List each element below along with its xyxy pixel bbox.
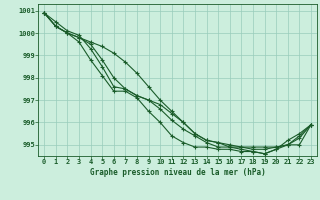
X-axis label: Graphe pression niveau de la mer (hPa): Graphe pression niveau de la mer (hPa) — [90, 168, 266, 177]
